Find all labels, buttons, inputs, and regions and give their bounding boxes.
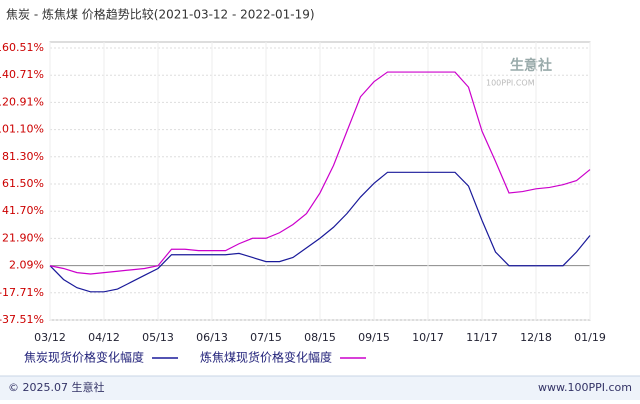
watermark-sub: 100PPI.COM	[486, 79, 535, 88]
x-tick-label: 12/18	[520, 331, 552, 344]
y-tick-label: 81.30%	[2, 150, 44, 163]
y-tick-label: 61.50%	[2, 177, 44, 190]
x-tick-label: 06/13	[196, 331, 228, 344]
footer-bar	[0, 376, 640, 400]
y-tick-label: 160.51%	[0, 41, 44, 54]
y-tick-label: 21.90%	[2, 231, 44, 244]
x-tick-label: 08/15	[304, 331, 336, 344]
x-tick-label: 05/13	[142, 331, 174, 344]
x-tick-label: 04/12	[88, 331, 120, 344]
x-tick-label: 09/15	[358, 331, 390, 344]
y-tick-label: -17.71%	[0, 286, 44, 299]
x-tick-label: 10/17	[412, 331, 444, 344]
x-tick-label: 11/17	[466, 331, 498, 344]
y-tick-label: 2.09%	[9, 259, 44, 272]
y-tick-label: -37.51%	[0, 313, 44, 326]
footer-left: © 2025.07 生意社	[8, 380, 104, 394]
series-line	[49, 171, 591, 293]
y-tick-label: 101.10%	[0, 123, 44, 136]
series-line	[49, 71, 591, 275]
x-tick-label: 01/19	[574, 331, 606, 344]
chart-title: 焦炭 - 炼焦煤 价格趋势比较(2021-03-12 - 2022-01-19)	[6, 7, 315, 22]
x-tick-label: 03/12	[34, 331, 66, 344]
y-tick-label: 120.91%	[0, 95, 44, 108]
legend-label: 焦炭现货价格变化幅度	[24, 350, 144, 365]
watermark: 生意社	[510, 57, 552, 74]
x-tick-label: 07/15	[250, 331, 282, 344]
y-tick-label: 41.70%	[2, 204, 44, 217]
footer-right: www.100PPI.com	[538, 381, 632, 394]
legend-label: 炼焦煤现货价格变化幅度	[200, 350, 332, 365]
y-tick-label: 140.71%	[0, 68, 44, 81]
